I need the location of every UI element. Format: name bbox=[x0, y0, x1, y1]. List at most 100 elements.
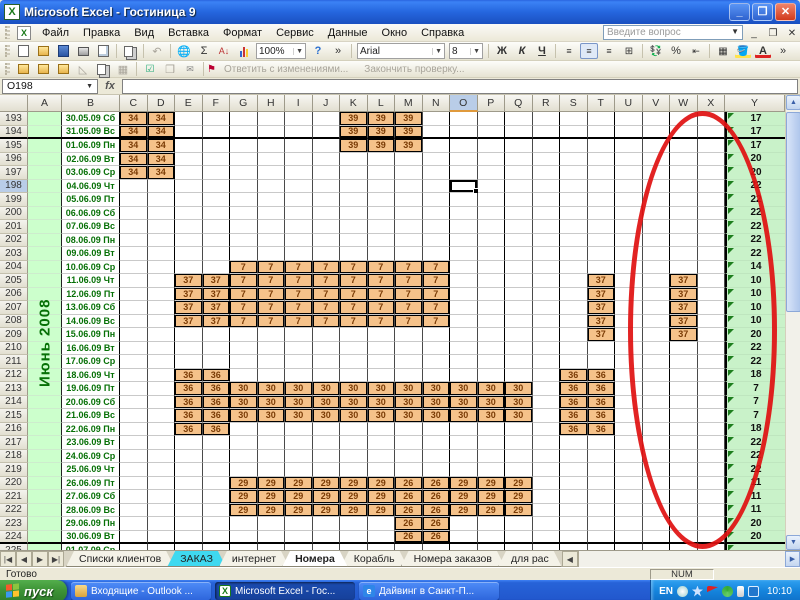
cell-K224[interactable] bbox=[340, 530, 368, 544]
column-header-E[interactable]: E bbox=[175, 95, 203, 112]
cell-S203[interactable] bbox=[559, 247, 588, 261]
cell-Q224[interactable] bbox=[504, 530, 533, 544]
row-header-224[interactable]: 224 bbox=[0, 530, 28, 544]
cell-U194[interactable] bbox=[614, 125, 643, 139]
cell-X194[interactable] bbox=[697, 125, 725, 139]
tray-flag-icon[interactable] bbox=[706, 585, 718, 593]
cell-E224[interactable] bbox=[174, 530, 203, 544]
cell-R198[interactable] bbox=[532, 179, 560, 193]
cell-B220-date[interactable]: 26.06.09 Пт bbox=[62, 476, 120, 490]
close-button[interactable]: ✕ bbox=[775, 3, 796, 21]
cell-D222[interactable] bbox=[147, 503, 175, 517]
cell-T207[interactable]: 37 bbox=[587, 301, 615, 315]
cell-V219[interactable] bbox=[642, 463, 670, 477]
copy-icon[interactable] bbox=[121, 43, 139, 59]
cell-N219[interactable] bbox=[422, 463, 450, 477]
cell-E213[interactable]: 36 bbox=[174, 382, 203, 396]
cell-G222[interactable]: 29 bbox=[229, 503, 258, 517]
cell-X197[interactable] bbox=[697, 166, 725, 180]
cell-H212[interactable] bbox=[257, 368, 285, 382]
cell-M202[interactable] bbox=[395, 233, 423, 247]
cell-P194[interactable] bbox=[477, 125, 505, 139]
cell-S205[interactable] bbox=[559, 274, 588, 288]
column-header-U[interactable]: U bbox=[615, 95, 643, 112]
previous-sheet-icon[interactable]: ◀ bbox=[16, 551, 32, 567]
cell-F195[interactable] bbox=[202, 139, 230, 153]
cell-V202[interactable] bbox=[642, 233, 670, 247]
sheet-tab-Номера[interactable]: Номера bbox=[282, 551, 348, 567]
cell-L198[interactable] bbox=[367, 179, 395, 193]
cell-A213[interactable] bbox=[28, 382, 62, 396]
cell-Y214-total[interactable]: 7 bbox=[725, 395, 785, 409]
column-header-S[interactable]: S bbox=[560, 95, 588, 112]
chevron-down-icon[interactable]: ▼ bbox=[470, 47, 480, 55]
cell-J219[interactable] bbox=[312, 463, 340, 477]
menu-Данные[interactable]: Данные bbox=[327, 26, 368, 39]
cell-V197[interactable] bbox=[642, 166, 670, 180]
cell-O207[interactable] bbox=[449, 301, 478, 315]
cell-H216[interactable] bbox=[257, 422, 285, 436]
cell-Y213-total[interactable]: 7 bbox=[725, 382, 785, 396]
cell-U207[interactable] bbox=[614, 301, 643, 315]
cell-R200[interactable] bbox=[532, 206, 560, 220]
cell-L207[interactable]: 7 bbox=[367, 301, 395, 315]
cell-C208[interactable] bbox=[119, 314, 148, 328]
row-header-195[interactable]: 195 bbox=[0, 139, 28, 153]
cell-Q208[interactable] bbox=[504, 314, 533, 328]
cell-S196[interactable] bbox=[559, 152, 588, 166]
start-button[interactable]: пуск bbox=[0, 580, 67, 600]
cell-D206[interactable] bbox=[147, 287, 175, 301]
cell-H207[interactable]: 7 bbox=[257, 301, 285, 315]
vertical-scrollbar[interactable]: ▲ ▼ bbox=[785, 95, 800, 550]
cell-L221[interactable]: 29 bbox=[367, 490, 395, 504]
cell-B204-date[interactable]: 10.06.09 Ср bbox=[62, 260, 120, 274]
cell-F197[interactable] bbox=[202, 166, 230, 180]
cell-A210[interactable] bbox=[28, 341, 62, 355]
cell-W221[interactable] bbox=[669, 490, 698, 504]
cell-F193[interactable] bbox=[202, 112, 230, 126]
cell-F217[interactable] bbox=[202, 436, 230, 450]
align-center-icon[interactable]: ≡ bbox=[580, 43, 598, 59]
cell-H193[interactable] bbox=[257, 112, 285, 126]
cell-W202[interactable] bbox=[669, 233, 698, 247]
cell-O208[interactable] bbox=[449, 314, 478, 328]
cell-H206[interactable]: 7 bbox=[257, 287, 285, 301]
cell-M219[interactable] bbox=[395, 463, 423, 477]
cell-T222[interactable] bbox=[587, 503, 615, 517]
cell-O221[interactable]: 29 bbox=[449, 490, 478, 504]
cell-M198[interactable] bbox=[395, 179, 423, 193]
cell-T194[interactable] bbox=[587, 125, 615, 139]
cell-F208[interactable]: 37 bbox=[202, 314, 230, 328]
cell-J197[interactable] bbox=[312, 166, 340, 180]
cell-J215[interactable]: 30 bbox=[312, 409, 340, 423]
restore-button[interactable]: ❐ bbox=[752, 3, 773, 21]
cell-K212[interactable] bbox=[340, 368, 368, 382]
cell-T215[interactable]: 36 bbox=[587, 409, 615, 423]
cell-Y205-total[interactable]: 10 bbox=[725, 274, 785, 288]
cell-I214[interactable]: 30 bbox=[285, 395, 313, 409]
cell-H208[interactable]: 7 bbox=[257, 314, 285, 328]
sheet-tab-для рас[interactable]: для рас bbox=[498, 551, 562, 567]
row-header-215[interactable]: 215 bbox=[0, 409, 28, 423]
cell-S225[interactable] bbox=[559, 544, 588, 550]
cell-V207[interactable] bbox=[642, 301, 670, 315]
column-header-W[interactable]: W bbox=[670, 95, 698, 112]
cell-I223[interactable] bbox=[285, 517, 313, 531]
cell-B205-date[interactable]: 11.06.09 Чт bbox=[62, 274, 120, 288]
cell-N204[interactable]: 7 bbox=[422, 260, 450, 274]
ask-question-box[interactable]: Введите вопрос ▼ bbox=[603, 25, 743, 40]
cell-X207[interactable] bbox=[697, 301, 725, 315]
cell-G221[interactable]: 29 bbox=[229, 490, 258, 504]
show-all-comments-icon[interactable] bbox=[94, 61, 112, 77]
cell-I207[interactable]: 7 bbox=[285, 301, 313, 315]
cell-G196[interactable] bbox=[229, 152, 258, 166]
cell-X209[interactable] bbox=[697, 328, 725, 342]
cell-K195[interactable]: 39 bbox=[340, 139, 368, 153]
cell-G225[interactable] bbox=[229, 544, 258, 550]
cell-F218[interactable] bbox=[202, 449, 230, 463]
cell-P198[interactable] bbox=[477, 179, 505, 193]
cell-K214[interactable]: 30 bbox=[340, 395, 368, 409]
cell-E223[interactable] bbox=[174, 517, 203, 531]
cell-K203[interactable] bbox=[340, 247, 368, 261]
cell-E201[interactable] bbox=[174, 220, 203, 234]
